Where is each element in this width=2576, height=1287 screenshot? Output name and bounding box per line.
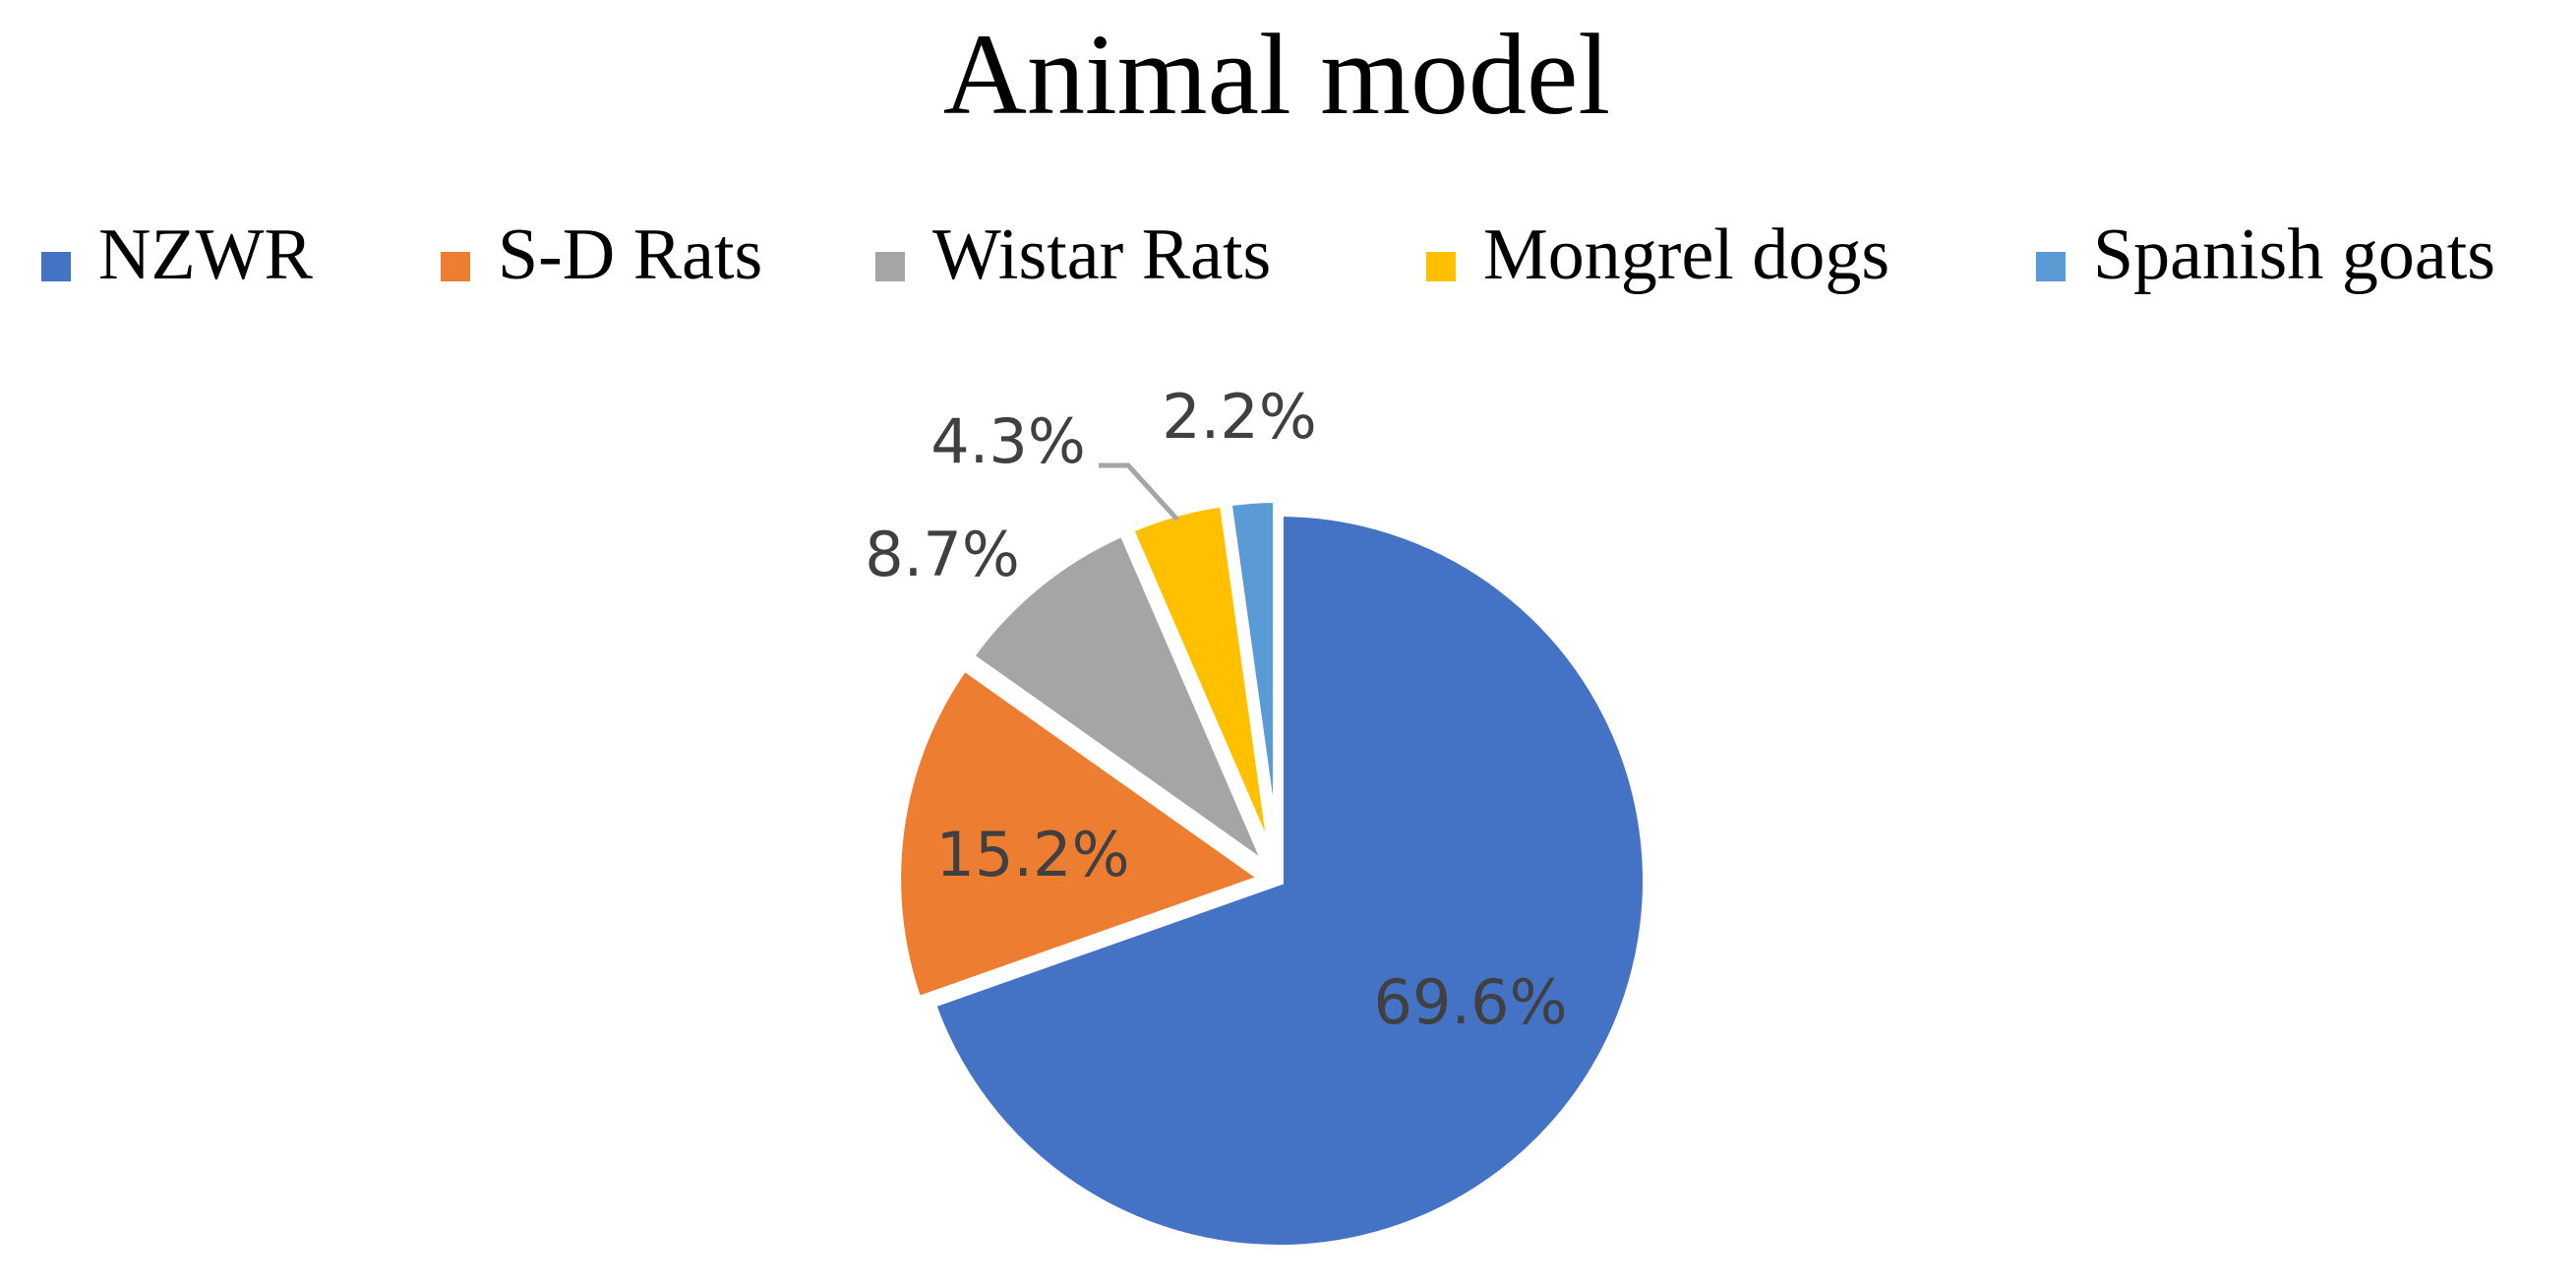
pie-slice-nzwr — [924, 506, 1652, 1255]
data-label-s-d-rats: 15.2% — [936, 819, 1130, 890]
pie-slices — [891, 493, 1652, 1255]
data-label-spanish-goats: 2.2% — [1162, 381, 1317, 453]
pie-slice-spanish-goats — [1221, 493, 1284, 868]
legend: NZWR S-D Rats Wistar Rats Mongrel dogs Spani… — [41, 214, 2495, 295]
pie-slice-wistar-rats — [962, 524, 1282, 885]
chart-title: Animal model — [943, 10, 1610, 139]
data-label-mongrel-dogs: 4.3% — [930, 405, 1086, 477]
legend-item-wistar-rats: Wistar Rats — [875, 214, 1271, 295]
leader-line-mongrel-dogs — [1099, 462, 1179, 521]
legend-item-mongrel-dogs: Mongrel dogs — [1426, 214, 1889, 295]
legend-label: NZWR — [98, 214, 313, 295]
data-labels: 69.6% 15.2% 8.7% 4.3% 2.2% — [865, 381, 1567, 1038]
legend-label: S-D Rats — [498, 214, 762, 295]
pie-slice-s-d-rats — [891, 658, 1276, 1009]
legend-swatch — [41, 252, 71, 281]
legend-item-s-d-rats: S-D Rats — [441, 214, 762, 295]
legend-swatch — [875, 252, 905, 281]
data-label-nzwr: 69.6% — [1374, 966, 1568, 1038]
leader-lines — [1099, 462, 1179, 521]
legend-item-spanish-goats: Spanish goats — [2036, 214, 2495, 295]
legend-swatch — [1426, 252, 1456, 281]
legend-swatch — [441, 252, 470, 281]
legend-label: Mongrel dogs — [1483, 214, 1889, 295]
legend-label: Wistar Rats — [932, 214, 1271, 295]
data-label-wistar-rats: 8.7% — [865, 519, 1020, 590]
legend-label: Spanish goats — [2093, 214, 2495, 295]
legend-swatch — [2036, 252, 2066, 281]
legend-item-nzwr: NZWR — [41, 214, 313, 295]
